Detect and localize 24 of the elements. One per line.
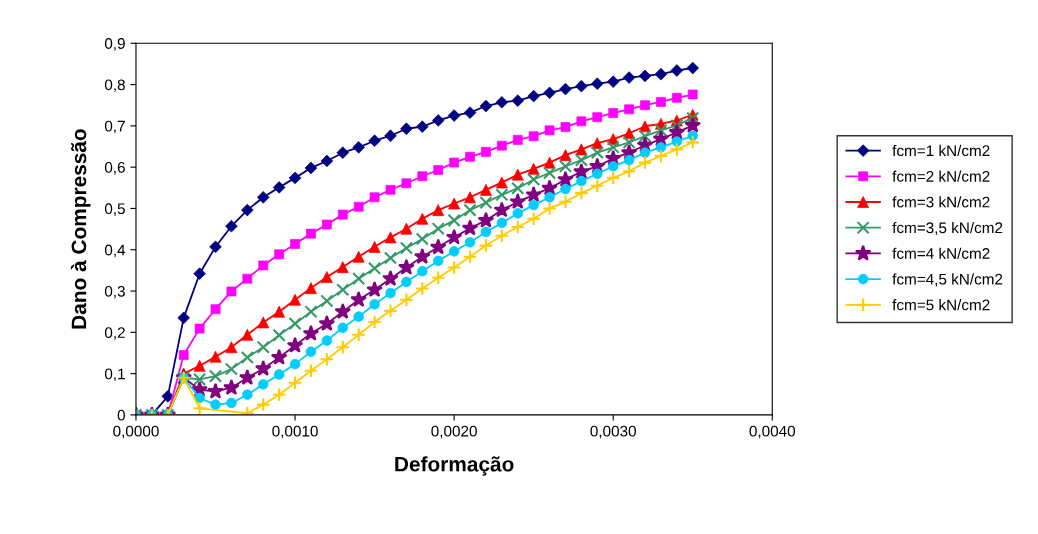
y-tick-label: 0 [117,409,125,421]
x-axis-title: Deformação [395,456,514,476]
legend-label: fcm=3 kN/cm2 [892,196,990,208]
y-tick-label: 0,3 [104,285,125,299]
y-tick-label: 0,4 [104,244,126,258]
y-axis-title: Dano à Compressão [70,129,91,329]
y-tick-label: 0,6 [104,162,125,175]
legend-label: fcm=2 kN/cm2 [892,170,990,182]
x-tick-label: 0,0000 [113,425,159,439]
x-tick-label: 0,0030 [590,425,636,439]
x-tick-label: 0,0040 [749,425,796,439]
x-tick-label: 0,0010 [272,425,318,439]
legend-label: fcm=1 kN/cm2 [892,144,990,157]
legend-label: fcm=3,5 kN/cm2 [892,221,1003,235]
legend-label: fcm=4,5 kN/cm2 [892,273,1003,287]
legend-label: fcm=5 kN/cm2 [892,299,990,311]
x-tick-label: 0,0020 [431,425,477,439]
legend-label: fcm=4 kN/cm2 [892,247,990,259]
y-tick-label: 0,8 [104,79,125,93]
y-tick-label: 0,9 [104,38,125,51]
y-tick-label: 0,7 [104,120,125,134]
y-tick-label: 0,5 [104,203,125,216]
y-tick-label: 0,2 [104,327,125,340]
y-tick-label: 0,1 [104,368,125,382]
